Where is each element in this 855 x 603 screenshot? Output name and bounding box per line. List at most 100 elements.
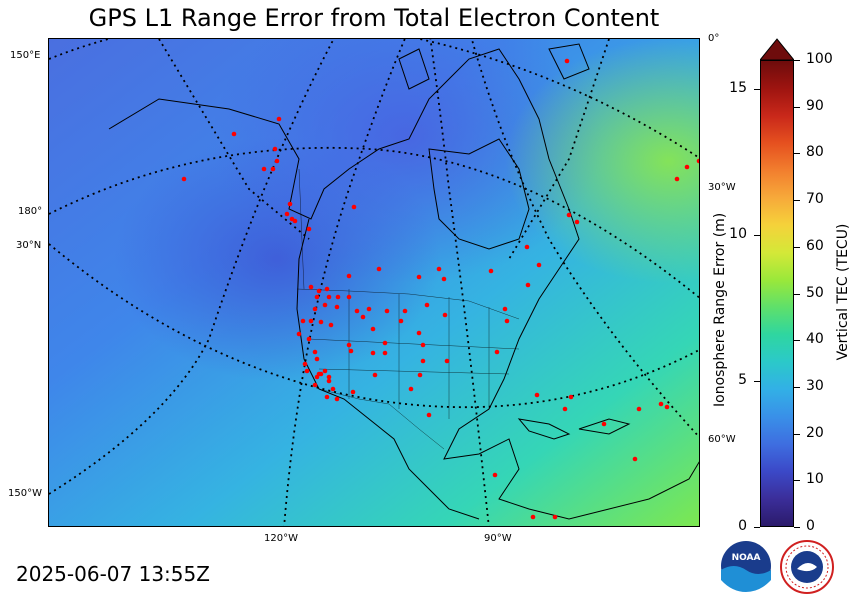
graticule <box>49 39 699 526</box>
gps-station-dot <box>346 294 352 300</box>
gps-station-dot <box>370 326 376 332</box>
label-90w: 90°W <box>484 533 512 544</box>
gps-station-dot <box>306 336 312 342</box>
gps-station-dot <box>536 262 542 268</box>
borders <box>296 168 520 450</box>
timestamp: 2025-06-07 13:55Z <box>16 562 210 586</box>
gps-station-dot <box>492 472 498 478</box>
colorbar <box>760 60 794 527</box>
gps-station-dot <box>302 361 308 367</box>
tec-tick-label: 30 <box>806 377 824 394</box>
gps-station-dot <box>601 421 607 427</box>
gps-station-dot <box>426 412 432 418</box>
gps-station-dot <box>312 306 318 312</box>
noaa-logo-text: NOAA <box>732 553 761 563</box>
gps-station-dot <box>181 176 187 182</box>
gps-station-dot <box>316 371 322 377</box>
label-120w: 120°W <box>264 533 298 544</box>
gps-station-dot <box>562 406 568 412</box>
gps-station-dot <box>525 282 531 288</box>
gps-station-dot <box>306 226 312 232</box>
gps-station-dot <box>504 318 510 324</box>
gps-station-dot <box>324 394 330 400</box>
map-canvas <box>49 39 699 526</box>
range-tick-mark <box>754 89 760 91</box>
gps-station-dot <box>314 294 320 300</box>
gps-station-dot <box>272 146 278 152</box>
gps-station-dot <box>351 204 357 210</box>
gps-station-dot <box>231 131 237 137</box>
range-tick-label: 5 <box>738 372 747 389</box>
gps-station-dot <box>530 514 536 520</box>
gps-station-dot <box>312 382 318 388</box>
chart-title: GPS L1 Range Error from Total Electron C… <box>88 4 660 32</box>
tec-tick-label: 80 <box>806 144 824 161</box>
gps-station-dot <box>334 396 340 402</box>
gps-station-dot <box>436 266 442 272</box>
gps-station-dot <box>324 286 330 292</box>
gps-station-dot <box>416 274 422 280</box>
gps-station-dot <box>326 374 332 380</box>
colorbar-right-label: Vertical TEC (TECU) <box>835 223 851 361</box>
tec-tick-mark <box>794 200 800 202</box>
label-180: 180° <box>18 206 43 217</box>
gps-station-dot <box>348 348 354 354</box>
tec-tick-label: 90 <box>806 97 824 114</box>
gps-station-dot <box>524 244 530 250</box>
gps-station-dot <box>346 342 352 348</box>
gps-station-dot <box>636 406 642 412</box>
range-tick-label: 0 <box>738 518 747 534</box>
gps-station-dot <box>574 219 580 225</box>
range-tick-label: 10 <box>729 226 747 243</box>
gps-station-dot <box>502 306 508 312</box>
gps-station-dot <box>384 308 390 314</box>
range-tick-mark <box>754 527 760 528</box>
tec-tick-mark <box>794 527 800 528</box>
range-tick-label: 15 <box>729 80 747 97</box>
gps-station-dot <box>494 349 500 355</box>
gps-station-dot <box>270 166 276 172</box>
gps-station-dot <box>354 308 360 314</box>
gps-station-dot <box>360 314 366 320</box>
gps-station-dot <box>328 322 334 328</box>
gps-station-dot <box>312 349 318 355</box>
gps-station-dot <box>398 318 404 324</box>
gps-station-dot <box>382 340 388 346</box>
gps-station-dot <box>366 306 372 312</box>
gps-station-dot <box>304 368 310 374</box>
gps-station-dot <box>424 302 430 308</box>
gps-station-dot <box>318 319 324 325</box>
tec-tick-label: 50 <box>806 284 824 301</box>
gps-station-dot <box>488 268 494 274</box>
tec-map[interactable] <box>48 38 700 527</box>
gps-station-dot <box>534 392 540 398</box>
label-30n: 30°N <box>16 240 42 251</box>
gps-station-dot <box>350 389 356 395</box>
gps-station-dot <box>322 302 328 308</box>
gps-station-dot <box>564 58 570 64</box>
gps-station-dot <box>274 158 280 164</box>
gps-station-dot <box>346 273 352 279</box>
label-60w: 60°W <box>708 434 736 445</box>
tec-tick-label: 10 <box>806 471 824 488</box>
gps-station-dot <box>261 166 267 172</box>
tec-tick-mark <box>794 246 800 248</box>
gps-station-dot <box>287 201 293 207</box>
gps-station-dot <box>326 294 332 300</box>
gps-station-dot <box>292 218 298 224</box>
gps-station-dot <box>402 308 408 314</box>
gps-station-dot <box>322 368 328 374</box>
range-tick-mark <box>754 235 760 237</box>
gps-station-dot <box>370 350 376 356</box>
gps-station-dot <box>335 294 341 300</box>
gps-station-dot <box>372 372 378 378</box>
gps-station-dot <box>296 331 302 337</box>
tec-tick-mark <box>794 153 800 155</box>
label-150e: 150°E <box>10 50 41 61</box>
gps-station-dot <box>420 358 426 364</box>
tec-tick-mark <box>794 480 800 482</box>
gps-station-dot <box>382 350 388 356</box>
gps-station-dot <box>441 276 447 282</box>
tec-tick-label: 40 <box>806 331 824 348</box>
gps-station-dot <box>417 372 423 378</box>
